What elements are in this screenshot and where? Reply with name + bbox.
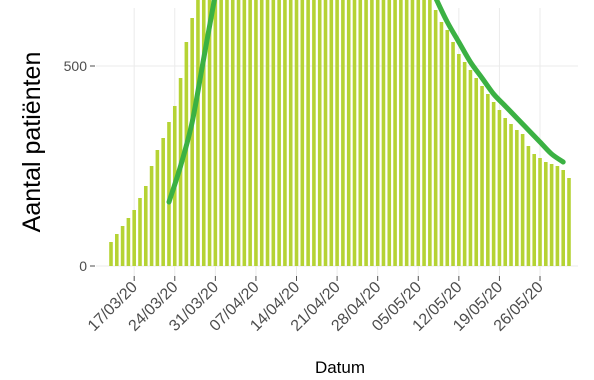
bar xyxy=(190,18,194,266)
bar xyxy=(207,0,212,266)
y-tick-label: 500 xyxy=(64,58,88,74)
bar xyxy=(567,178,571,266)
bar xyxy=(317,0,322,266)
bar xyxy=(422,0,426,266)
bar xyxy=(242,0,247,266)
bar xyxy=(381,0,386,266)
bar xyxy=(462,62,467,266)
bar xyxy=(375,0,380,266)
x-axis: 17/03/2024/03/2031/03/2007/04/2014/04/20… xyxy=(85,276,547,335)
bar xyxy=(399,0,403,266)
bar xyxy=(457,54,461,266)
bar xyxy=(341,0,345,266)
bar xyxy=(143,186,148,266)
bar xyxy=(138,198,142,266)
bars xyxy=(109,0,571,266)
bar xyxy=(555,166,560,266)
bar xyxy=(538,158,542,266)
bar xyxy=(196,0,200,266)
bar xyxy=(161,138,165,266)
bar xyxy=(410,0,415,266)
bar xyxy=(201,0,206,266)
bar xyxy=(515,130,519,266)
bar xyxy=(358,0,363,266)
bar xyxy=(259,0,264,266)
bar xyxy=(219,0,223,266)
bar xyxy=(468,70,473,266)
bar xyxy=(346,0,351,266)
smoothed-line xyxy=(166,0,566,205)
bar xyxy=(561,170,565,266)
series-line xyxy=(166,0,566,205)
bar xyxy=(225,0,229,266)
bar xyxy=(294,0,299,266)
bar xyxy=(323,0,328,266)
bar xyxy=(155,150,160,266)
bar xyxy=(509,124,513,266)
bar xyxy=(312,0,316,266)
bar xyxy=(486,94,490,266)
bar xyxy=(526,146,531,266)
bar xyxy=(236,0,241,266)
bar xyxy=(167,122,171,266)
bar xyxy=(544,162,548,266)
bar xyxy=(277,0,281,266)
bar xyxy=(439,22,444,266)
bar xyxy=(416,0,421,266)
bar xyxy=(283,0,287,266)
bar xyxy=(532,154,537,266)
bar xyxy=(428,0,432,266)
bar xyxy=(149,166,154,266)
y-axis-title: Aantal patiënten xyxy=(18,52,46,233)
bar xyxy=(329,0,334,266)
bar xyxy=(335,0,339,266)
y-tick-label: 0 xyxy=(79,258,87,274)
bar xyxy=(491,102,496,266)
bar xyxy=(126,218,131,266)
bar xyxy=(109,242,113,266)
bar xyxy=(520,134,525,266)
bar xyxy=(433,10,438,266)
bar xyxy=(503,118,508,266)
bar xyxy=(497,110,502,266)
bar xyxy=(120,226,125,266)
bar xyxy=(248,0,252,266)
bar xyxy=(352,0,357,266)
bar xyxy=(115,234,119,266)
bar xyxy=(364,0,368,266)
bar xyxy=(265,0,270,266)
bar xyxy=(404,0,409,266)
bar xyxy=(230,0,235,266)
bar xyxy=(445,30,450,266)
bar xyxy=(288,0,293,266)
bar xyxy=(393,0,397,266)
bar xyxy=(306,0,310,266)
bar xyxy=(132,210,136,266)
bar xyxy=(271,0,276,266)
bar xyxy=(370,0,374,266)
bar xyxy=(480,86,484,266)
bar xyxy=(300,0,305,266)
bar xyxy=(387,0,392,266)
bar xyxy=(451,42,455,266)
bar xyxy=(549,164,554,266)
bar xyxy=(213,0,218,266)
bar xyxy=(474,78,479,266)
bar xyxy=(254,0,258,266)
x-axis-title: Datum xyxy=(315,358,365,377)
y-axis: 05001000 xyxy=(64,58,95,274)
